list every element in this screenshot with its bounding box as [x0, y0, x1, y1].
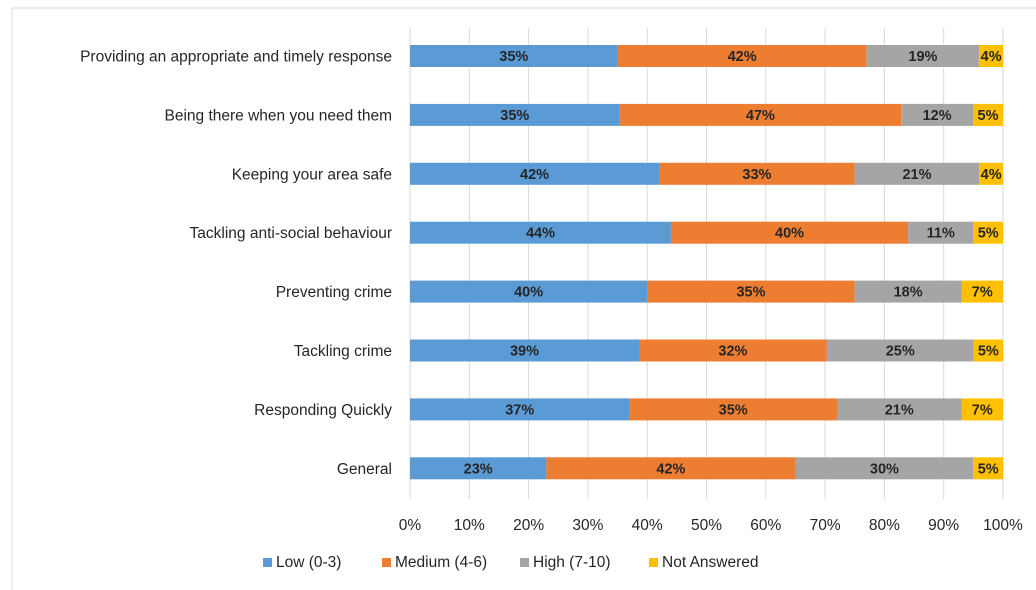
data-label: 7% — [972, 285, 993, 301]
data-label: 39% — [510, 344, 539, 360]
data-label: 5% — [978, 344, 999, 360]
data-label: 21% — [885, 402, 914, 418]
data-label: 18% — [894, 285, 923, 301]
data-label: 35% — [719, 402, 748, 418]
bar-segment — [410, 103, 620, 126]
bar-segment — [908, 221, 974, 244]
data-label: 35% — [736, 285, 765, 301]
data-label: 42% — [520, 167, 549, 183]
data-label: 42% — [728, 49, 757, 65]
category-label: Keeping your area safe — [232, 166, 392, 183]
x-tick-label: 50% — [691, 517, 722, 534]
bar-segment — [836, 398, 962, 421]
bar-segment — [617, 45, 867, 67]
bar-segment — [410, 339, 639, 362]
bar-segment — [638, 339, 827, 362]
category-label: Responding Quickly — [254, 402, 392, 419]
category-label: Tackling crime — [294, 343, 392, 360]
bar-segment — [410, 457, 547, 480]
x-tick-label: 0% — [399, 517, 422, 534]
bar-segment — [979, 45, 1003, 67]
category-label: Preventing crime — [276, 284, 392, 301]
category-labels: Providing an appropriate and timely resp… — [80, 49, 392, 478]
legend-label: Medium (4-6) — [395, 554, 487, 571]
bar-segment — [659, 162, 855, 185]
bar-segment — [866, 45, 980, 67]
legend-label: Low (0-3) — [276, 554, 341, 571]
legend-swatch — [520, 558, 529, 567]
data-label: 30% — [870, 461, 899, 477]
bar-segment — [410, 280, 648, 303]
data-label: 4% — [981, 49, 1002, 65]
legend: Low (0-3) Medium (4-6) High (7-10) Not Answ… — [263, 554, 759, 571]
bar-segment — [854, 280, 962, 303]
bar-segment — [410, 221, 671, 244]
data-label: 4% — [981, 167, 1002, 183]
legend-label: High (7-10) — [533, 554, 611, 571]
category-label: Providing an appropriate and timely resp… — [80, 49, 392, 66]
data-label: 11% — [927, 226, 955, 242]
bar-segment — [973, 457, 1003, 480]
x-tick-label: 70% — [810, 517, 841, 534]
bar-segment — [410, 398, 630, 421]
bar-segment — [546, 457, 796, 480]
bar-segment — [979, 162, 1003, 185]
category-label: Tackling anti-social behaviour — [190, 225, 392, 242]
bar-segment — [795, 457, 974, 480]
data-label: 32% — [718, 344, 747, 360]
x-tick-label: 90% — [928, 517, 959, 534]
legend-swatch — [382, 558, 391, 567]
data-label: 23% — [464, 461, 493, 477]
data-label: 35% — [499, 49, 528, 65]
bar-segment — [670, 221, 909, 244]
data-label: 35% — [500, 108, 529, 124]
x-tick-label: 10% — [454, 517, 485, 534]
category-label: General — [337, 461, 392, 478]
bar-segment — [901, 103, 974, 126]
bar-segment — [619, 103, 902, 126]
data-label: 40% — [514, 285, 543, 301]
x-tick-label: 100% — [983, 517, 1023, 534]
bar-segment — [647, 280, 855, 303]
x-tick-label: 40% — [632, 517, 663, 534]
data-label: 47% — [746, 108, 775, 124]
bar-segment — [973, 339, 1003, 362]
bar-segment — [826, 339, 974, 362]
bar-segment — [961, 398, 1003, 421]
data-label: 33% — [742, 167, 771, 183]
data-label: 19% — [908, 49, 937, 65]
category-label: Being there when you need them — [165, 107, 393, 124]
data-label: 44% — [526, 226, 555, 242]
x-tick-label: 60% — [750, 517, 781, 534]
data-label: 5% — [978, 108, 999, 124]
bar-segment — [973, 103, 1003, 126]
legend-swatch — [649, 558, 658, 567]
bar-segment — [629, 398, 837, 421]
data-label: 42% — [656, 461, 685, 477]
x-tick-label: 80% — [869, 517, 900, 534]
bar-segment — [410, 45, 618, 67]
data-label: 21% — [902, 167, 931, 183]
data-label: 5% — [978, 226, 999, 242]
data-label: 25% — [886, 344, 915, 360]
bars: 35% 42% 19% 4% 35% 47% 12% 5% 42% 33% 21% 4% 44% 40% 1… — [410, 45, 1003, 480]
data-label: 5% — [978, 461, 999, 477]
bar-segment — [961, 280, 1003, 303]
legend-swatch — [263, 558, 272, 567]
data-label: 7% — [972, 402, 993, 418]
data-label: 40% — [775, 226, 804, 242]
x-tick-label: 20% — [513, 517, 544, 534]
x-tick-label: 30% — [572, 517, 603, 534]
bar-segment — [973, 221, 1003, 244]
x-axis-ticks: 0% 10% 20% 30% 40% 50% 60% 70% 80% 90% 100% — [399, 517, 1023, 534]
legend-label: Not Answered — [662, 554, 759, 571]
gridlines — [409, 28, 1004, 499]
bar-segment — [410, 162, 660, 185]
data-label: 37% — [505, 402, 534, 418]
data-label: 12% — [923, 108, 952, 124]
bar-segment — [854, 162, 980, 185]
